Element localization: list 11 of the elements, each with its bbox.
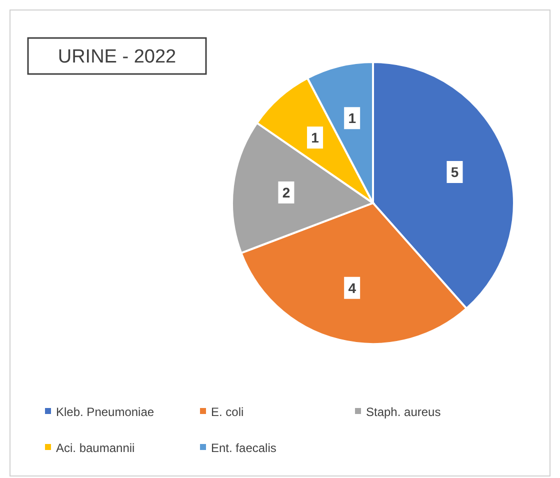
legend-label: Aci. baumannii [56,441,135,456]
legend-label: E. coli [211,405,244,420]
legend-label: Staph. aureus [366,405,441,420]
data-label: 1 [311,129,320,146]
chart-title: URINE - 2022 [58,46,176,68]
data-label: 1 [348,110,356,126]
data-label: 4 [348,280,356,296]
legend-label: Ent. faecalis [211,441,276,456]
data-label: 5 [450,164,459,180]
legend-label: Kleb. Pneumoniae [56,405,154,420]
data-label: 2 [282,184,290,200]
